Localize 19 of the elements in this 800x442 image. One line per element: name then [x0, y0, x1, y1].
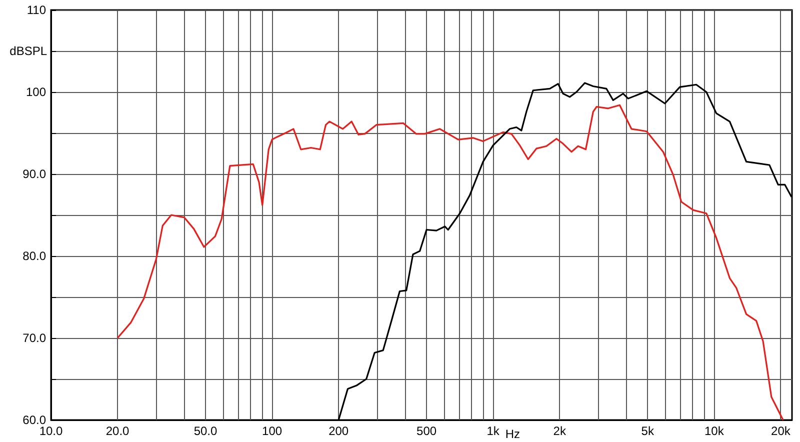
x-tick-label: 20.0	[106, 424, 130, 438]
x-tick-label: 1k	[486, 424, 500, 438]
y-tick-label: 70.0	[22, 331, 46, 345]
x-tick-label: 20k	[771, 424, 792, 438]
x-tick-label: 10.0	[39, 424, 63, 438]
y-tick-label: 110	[26, 3, 46, 17]
y-tick-label: 90.0	[22, 167, 46, 181]
y-tick-label: 80.0	[22, 249, 46, 263]
x-tick-label: 2k	[553, 424, 567, 438]
y-tick-label: 100	[26, 85, 46, 99]
x-tick-label: 50.0	[194, 424, 218, 438]
x-axis-title: Hz	[505, 427, 520, 441]
x-tick-label: 500	[416, 424, 437, 438]
y-axis-title: dBSPL	[10, 44, 48, 58]
x-tick-label: 200	[328, 424, 349, 438]
x-tick-label: 100	[262, 424, 282, 438]
y-tick-label: 60.0	[22, 413, 46, 427]
x-tick-label: 10k	[704, 424, 725, 438]
x-tick-label: 5k	[641, 424, 655, 438]
